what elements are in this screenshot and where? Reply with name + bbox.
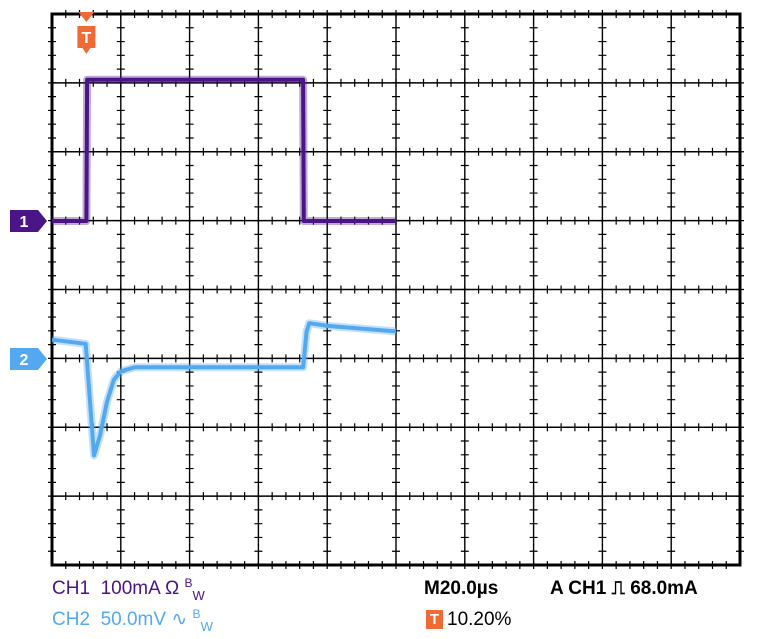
markers: 1 2 T [10,12,96,370]
ch1-scale: 100mA [100,578,160,599]
trace-ch1 [52,77,396,223]
channel-2-marker-label: 2 [20,352,29,369]
trigger-position-readout: T 10.20% [426,609,511,631]
trigger-readout: A CH1 ⎍ 68.0mA [550,578,698,600]
trace-ch2-noise [51,319,397,460]
ch2-scale: 50.0mV [100,609,167,630]
timebase-readout: M20.0µs [424,578,498,600]
graticule [48,10,744,569]
ch2-label: CH2 [52,609,91,630]
trigger-position-value: 10.20% [447,609,512,630]
rising-edge-icon: ⎍ [611,578,625,599]
trigger-marker-pointer [82,48,91,54]
trigger-source: A CH1 [550,578,607,599]
trigger-marker-label: T [82,30,92,47]
channel-1-marker-label: 1 [20,214,29,231]
ch1-label: CH1 [52,578,91,599]
trigger-level: 68.0mA [630,578,698,599]
ch1-coupling-symbol: Ω [165,578,180,599]
trigger-arrow-icon [78,12,95,22]
channel-2-marker [10,348,47,370]
trigger-position-icon: T [426,610,443,630]
timebase-value: M20.0µs [424,578,499,599]
ch1-bw-label: B [184,576,193,590]
trigger-marker-box [77,26,96,48]
grid-minor-ticks [48,10,744,569]
ch1-bw-sub: W [192,588,205,603]
traces [51,75,397,460]
oscilloscope-display: 1 2 T [10,10,744,569]
ch2-bw-label: B [192,607,201,621]
ch1-readout: CH1 100mA Ω BW [52,576,205,603]
trace-ch1-noise [52,75,396,225]
ch2-readout: CH2 50.0mV ∿ BW [52,607,213,634]
trace-ch2 [51,321,397,458]
channel-1-marker [10,210,47,232]
ch2-coupling-symbol: ∿ [171,609,188,630]
ch2-bw-sub: W [200,619,213,634]
